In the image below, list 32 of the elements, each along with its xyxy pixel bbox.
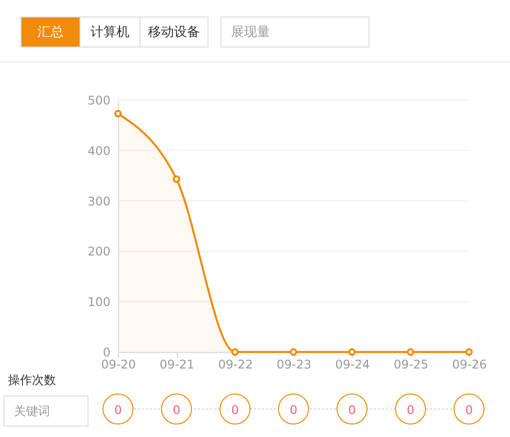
x-tick-label: 09-24 (335, 358, 370, 372)
y-tick-label: 200 (88, 244, 110, 259)
data-label: 0 (172, 403, 180, 417)
point (290, 348, 298, 356)
x-tick-label: 09-22 (218, 358, 253, 372)
y-tick-label: 100 (88, 295, 110, 310)
y-tick-label: 500 (88, 94, 110, 108)
point (406, 348, 414, 356)
x-tick-label: 09-23 (276, 358, 312, 372)
point (172, 175, 180, 183)
x-tick-label: 09-25 (394, 358, 428, 372)
data-label: 0 (465, 403, 473, 417)
data-label: 0 (290, 403, 298, 417)
y-tick-label: 300 (88, 194, 110, 208)
y-tick-label: 0 (102, 346, 110, 360)
text: 移动设备 (148, 25, 200, 40)
text: 汇总 (38, 25, 64, 40)
point (231, 348, 239, 356)
data-label: 0 (231, 403, 239, 417)
point (348, 348, 356, 356)
text: 计算机 (90, 25, 130, 40)
text: 关键词 (14, 404, 50, 418)
data-label: 0 (114, 403, 122, 417)
text: 展现量 (231, 25, 270, 40)
x-tick-label: 09-20 (101, 358, 136, 372)
x-tick-label: 09-21 (160, 358, 194, 372)
x-tick-label: 09-26 (452, 358, 487, 372)
text: 操作次数 (8, 373, 56, 387)
data-label: 0 (406, 403, 414, 417)
point (114, 110, 122, 118)
y-tick-label: 400 (88, 144, 110, 158)
data-label: 0 (348, 403, 356, 417)
